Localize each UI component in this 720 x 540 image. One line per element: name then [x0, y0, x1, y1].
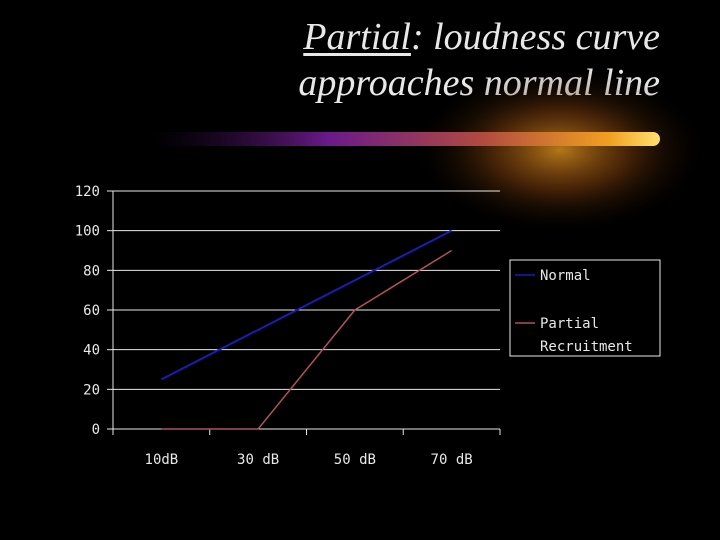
- y-tick-label: 100: [75, 224, 100, 240]
- x-tick-label: 30 dB: [237, 452, 279, 468]
- decorative-gradient-bar: [150, 132, 660, 146]
- x-tick-label: 10dB: [145, 452, 179, 468]
- y-axis-ticks: 0 20 40 60 80 100 120: [75, 184, 113, 438]
- x-axis-ticks: 10dB 30 dB 50 dB 70 dB: [112, 429, 501, 468]
- y-tick-label: 120: [75, 184, 100, 200]
- legend-label-line: Normal: [540, 268, 591, 284]
- series-line-normal: [160, 229, 453, 381]
- y-tick-label: 40: [83, 343, 100, 359]
- legend-label-line: Recruitment: [540, 339, 633, 355]
- y-tick-label: 60: [83, 303, 100, 319]
- series-line-partial-recruitment: [161, 249, 453, 430]
- decorative-glow: [410, 65, 710, 235]
- x-tick-label: 70 dB: [431, 452, 473, 468]
- legend-box: [509, 259, 661, 357]
- title-lead: Partial: [303, 16, 411, 58]
- chart-grid: [113, 190, 500, 390]
- chart-legend: Normal Partial Recruitment: [509, 259, 661, 357]
- legend-label: Partial Recruitment: [540, 316, 633, 355]
- y-tick-label: 0: [92, 422, 100, 438]
- chart-series: [160, 229, 453, 430]
- y-tick-label: 20: [83, 382, 100, 398]
- legend-label-line: Partial: [540, 316, 599, 332]
- y-tick-label: 80: [83, 263, 100, 279]
- legend-label: Normal: [540, 268, 591, 284]
- x-tick-label: 50 dB: [334, 452, 376, 468]
